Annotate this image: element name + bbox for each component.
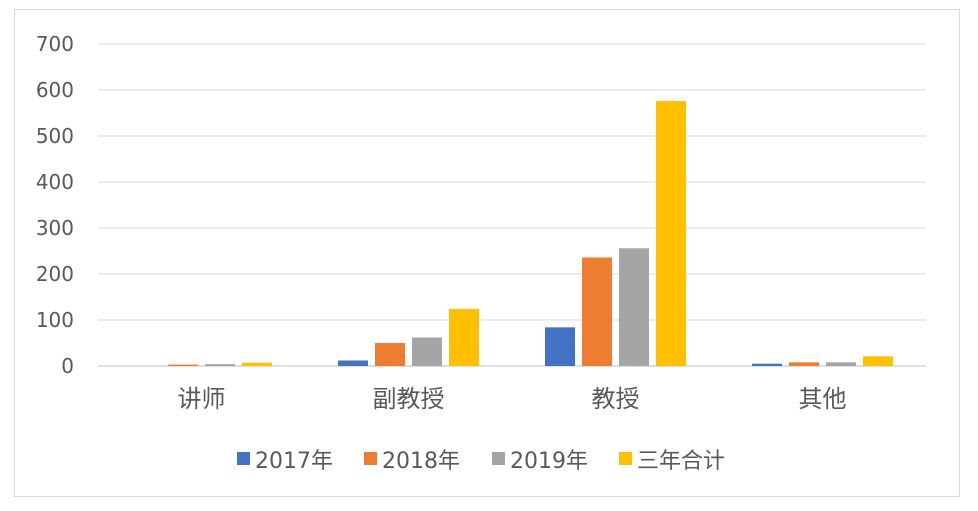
- bar-3-2: [412, 337, 442, 366]
- y-tick-label: 200: [36, 262, 74, 286]
- legend-swatch: [237, 452, 250, 465]
- bar-2-3: [582, 257, 612, 366]
- bars: [168, 101, 893, 366]
- y-tick-label: 300: [36, 216, 74, 240]
- legend-label: 2017年: [255, 449, 333, 474]
- bar-2-1: [168, 364, 198, 366]
- legend-label: 2018年: [382, 449, 460, 474]
- bar-4-3: [656, 101, 686, 366]
- category-label: 教授: [592, 385, 640, 413]
- y-tick-label: 700: [36, 32, 74, 56]
- bar-1-3: [545, 327, 575, 366]
- gridlines: [98, 43, 926, 367]
- x-axis-category-labels: 讲师 副教授 教授 其他: [178, 385, 847, 413]
- legend: 2017年 2018年 2019年 三年合计: [237, 449, 725, 474]
- bar-2-4: [789, 362, 819, 366]
- category-label: 其他: [799, 385, 847, 413]
- y-tick-label: 500: [36, 124, 74, 148]
- y-tick-label: 100: [36, 308, 74, 332]
- y-tick-label: 0: [61, 354, 74, 378]
- y-tick-label: 400: [36, 170, 74, 194]
- category-label: 副教授: [373, 385, 445, 413]
- bar-4-4: [863, 356, 893, 366]
- category-label: 讲师: [178, 385, 226, 413]
- bar-2-2: [375, 343, 405, 366]
- y-tick-label: 600: [36, 78, 74, 102]
- legend-swatch: [619, 452, 632, 465]
- y-axis-tick-labels: 0 100 200 300 400 500 600 700: [36, 32, 74, 378]
- legend-label: 三年合计: [637, 449, 725, 474]
- bar-3-1: [205, 364, 235, 366]
- legend-label: 2019年: [510, 449, 588, 474]
- bar-3-3: [619, 248, 649, 366]
- bar-4-2: [449, 308, 479, 366]
- legend-swatch: [364, 452, 377, 465]
- bar-3-4: [826, 362, 856, 366]
- bar-1-4: [752, 363, 782, 366]
- legend-swatch: [492, 452, 505, 465]
- bar-1-2: [338, 360, 368, 366]
- bar-4-1: [242, 362, 272, 366]
